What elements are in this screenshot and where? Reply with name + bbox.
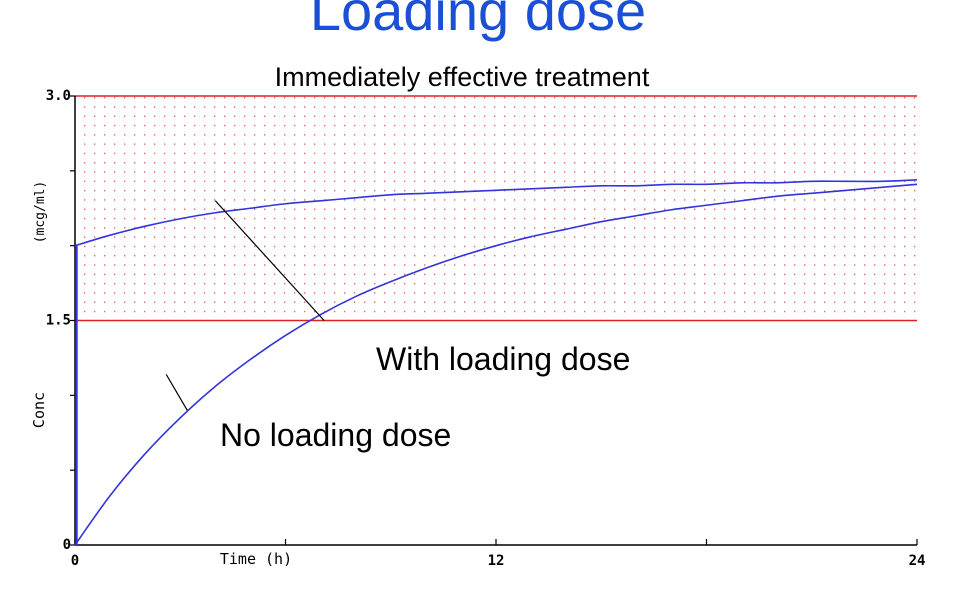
annotation-label-no-loading: No loading dose xyxy=(220,417,451,453)
annotation-label-with-loading: With loading dose xyxy=(376,341,630,377)
series-line-with-loading xyxy=(74,179,918,247)
slide-title: Loading dose xyxy=(310,0,646,42)
y-tick-label: 1.5 xyxy=(46,313,71,329)
y-axis-label: Conc xyxy=(30,392,48,428)
y-tick-label: 3.0 xyxy=(46,88,71,104)
series-layer xyxy=(74,179,918,546)
y-axis-unit: (mcg/ml) xyxy=(33,181,48,244)
therapeutic-range-band xyxy=(75,96,917,321)
annotation-layer: With loading dose No loading dose xyxy=(165,200,630,453)
annotation-leader-with-loading xyxy=(214,200,325,321)
x-axis-label: Time (h) xyxy=(220,550,292,568)
x-tick-label: 0 xyxy=(71,553,79,569)
series-line-no-loading xyxy=(74,183,918,546)
y-tick-label: 0 xyxy=(63,537,71,553)
x-tick-label: 24 xyxy=(909,553,926,569)
y-ticks: 0 1.5 3.0 xyxy=(46,88,75,553)
annotation-leader-no-loading xyxy=(165,374,188,411)
x-ticks: 0 12 24 xyxy=(71,539,926,569)
x-tick-label: 12 xyxy=(488,553,505,569)
chart-title: Immediately effective treatment xyxy=(275,62,650,92)
